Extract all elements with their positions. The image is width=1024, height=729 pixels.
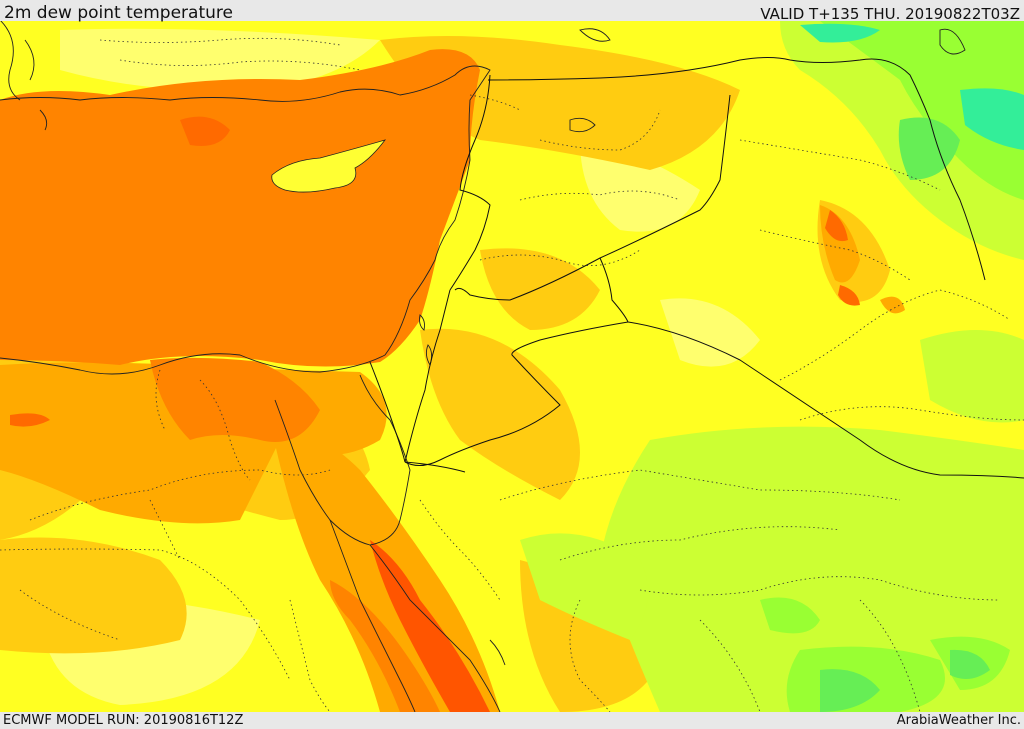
coastlines <box>0 21 966 712</box>
model-run-label: ECMWF MODEL RUN: 20190816T12Z <box>3 713 244 728</box>
credit-label: ArabiaWeather Inc. <box>896 713 1021 728</box>
field-orange <box>0 49 480 712</box>
field-dark-orange <box>10 116 860 427</box>
title-bar: 2m dew point temperature VALID T+135 THU… <box>0 0 1024 23</box>
cyprus-island <box>271 139 387 193</box>
footer-bar: ECMWF MODEL RUN: 20190816T12Z ArabiaWeat… <box>0 712 1024 729</box>
map-canvas <box>0 21 1024 712</box>
valid-time: VALID T+135 THU. 20190822T03Z <box>760 5 1020 23</box>
country-borders <box>369 57 1024 479</box>
field-red-orange <box>370 540 490 712</box>
field-teal <box>800 23 1024 150</box>
map-title: 2m dew point temperature <box>4 3 233 23</box>
weather-map[interactable] <box>0 21 1024 712</box>
province-borders <box>0 37 1024 712</box>
